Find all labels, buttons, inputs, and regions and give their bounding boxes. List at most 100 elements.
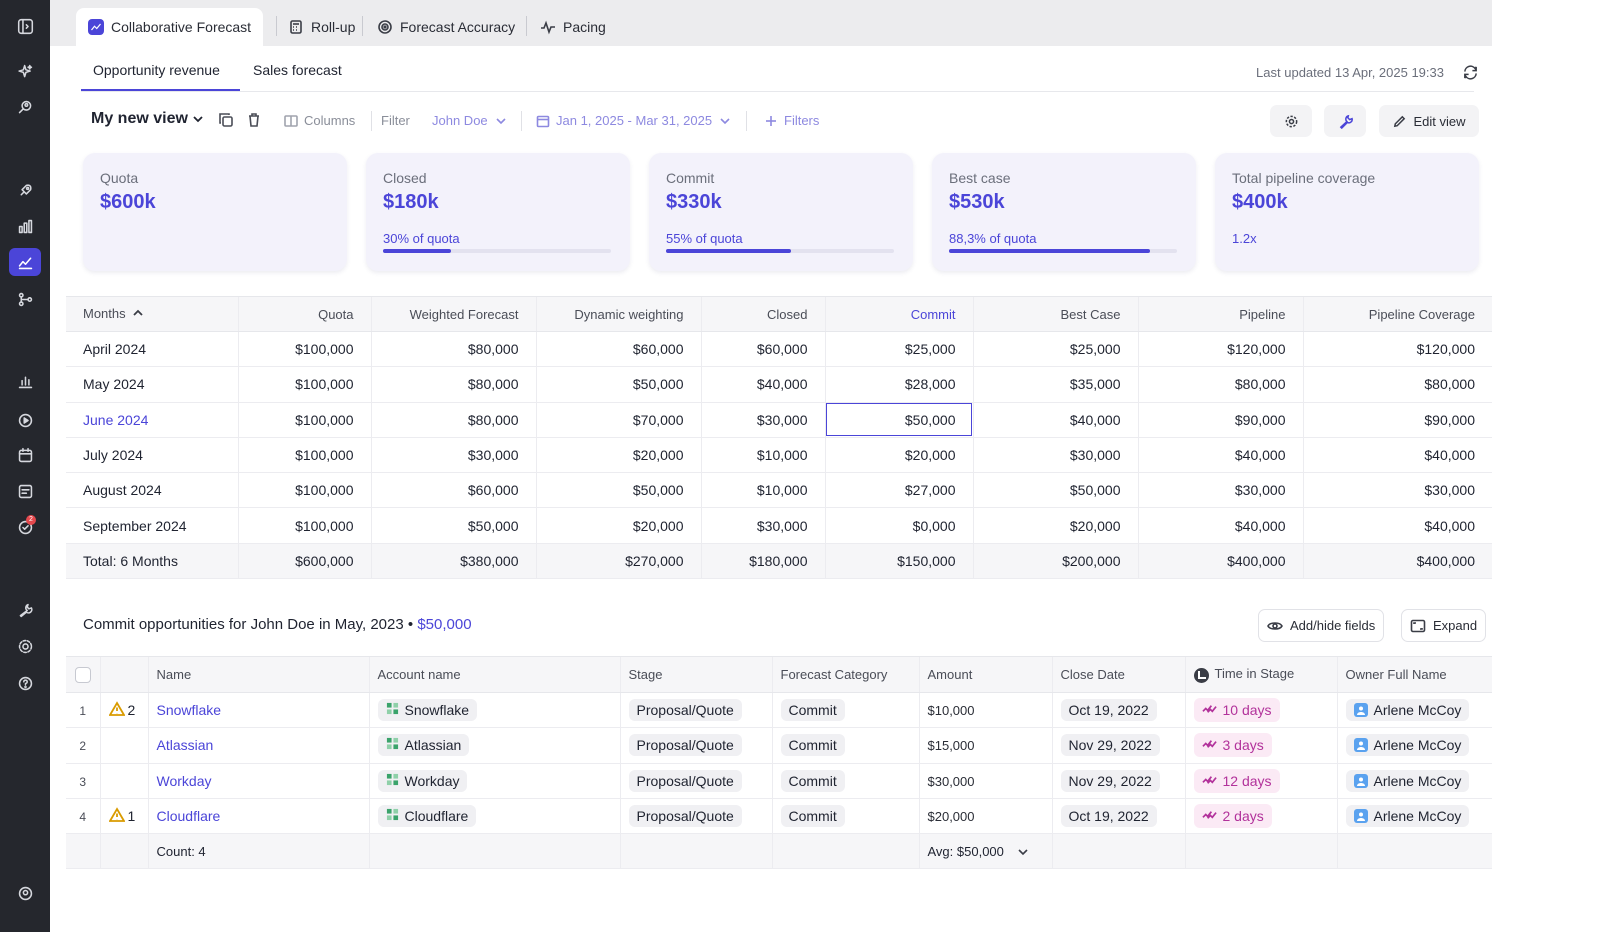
owner-cell[interactable]: Arlene McCoy [1336, 798, 1492, 835]
table-row[interactable]: May 2024 $100,000 $80,000 $50,000 $40,000 $28… [66, 366, 1492, 403]
value-cell[interactable]: $40,000 [700, 366, 825, 403]
panel-toggle-icon[interactable] [9, 12, 41, 40]
edit-view-button[interactable]: Edit view [1379, 105, 1479, 137]
value-cell[interactable]: $40,000 [1302, 507, 1492, 544]
value-cell[interactable]: $100,000 [237, 366, 371, 403]
month-cell[interactable]: June 2024 [66, 402, 238, 438]
value-cell[interactable]: $10,000 [700, 437, 825, 474]
value-cell[interactable]: $20,000 [824, 437, 973, 474]
column-header[interactable]: Closed [700, 296, 825, 332]
time-in-stage-cell[interactable]: 12 days [1184, 763, 1337, 799]
owner-cell[interactable]: Arlene McCoy [1336, 692, 1492, 729]
account-cell[interactable]: Cloudflare [368, 798, 620, 835]
value-cell[interactable]: $40,000 [1302, 437, 1492, 474]
value-cell[interactable]: $100,000 [237, 402, 371, 438]
value-cell[interactable]: $40,000 [1137, 507, 1303, 544]
search-person-icon[interactable] [9, 93, 41, 121]
category-cell[interactable]: Commit [771, 763, 919, 799]
name-cell[interactable]: Atlassian [147, 727, 369, 764]
value-cell[interactable]: $30,000 [1137, 472, 1303, 509]
sparkle-icon[interactable] [9, 57, 41, 85]
value-cell[interactable]: $120,000 [1137, 331, 1303, 368]
stage-cell[interactable]: Proposal/Quote [619, 798, 772, 835]
owner-filter[interactable]: John Doe [432, 113, 508, 128]
value-cell[interactable]: $20,000 [972, 507, 1138, 544]
account-pill[interactable]: Snowflake [377, 699, 478, 722]
category-cell[interactable]: Commit [771, 798, 919, 835]
value-cell[interactable]: $50,000 [535, 366, 701, 403]
table-row[interactable]: July 2024 $100,000 $30,000 $20,000 $10,000 $2… [66, 437, 1492, 474]
amount-cell[interactable]: $10,000 [918, 692, 1052, 729]
column-header[interactable]: Pipeline [1137, 296, 1303, 332]
month-cell[interactable]: April 2024 [66, 331, 238, 368]
category-cell[interactable]: Commit [771, 727, 919, 764]
rocket-icon[interactable] [9, 176, 41, 204]
stage-cell[interactable]: Proposal/Quote [619, 727, 772, 764]
profile-icon[interactable] [9, 879, 41, 907]
refresh-icon[interactable] [1462, 64, 1479, 81]
month-cell[interactable]: August 2024 [66, 472, 238, 509]
value-cell[interactable]: $80,000 [370, 366, 536, 403]
value-cell[interactable]: $30,000 [700, 402, 825, 438]
value-cell[interactable]: $90,000 [1302, 402, 1492, 438]
month-cell[interactable]: May 2024 [66, 366, 238, 403]
name-cell[interactable]: Workday [147, 763, 369, 799]
value-cell[interactable]: $50,000 [972, 472, 1138, 509]
category-cell[interactable]: Commit [771, 692, 919, 729]
value-cell[interactable]: $50,000 [824, 402, 973, 438]
column-header[interactable]: Quota [237, 296, 371, 332]
close-date-cell[interactable]: Nov 29, 2022 [1051, 727, 1185, 764]
settings-button[interactable] [1270, 105, 1312, 137]
value-cell[interactable]: $10,000 [700, 472, 825, 509]
warning-indicator[interactable]: 2 [107, 700, 135, 720]
opportunity-link[interactable]: Workday [156, 772, 212, 789]
value-cell[interactable]: $40,000 [1137, 437, 1303, 474]
table-row[interactable]: 2 Atlassian Atlassian Proposal/Quote Commit $… [66, 727, 1492, 764]
column-header-time-in-stage[interactable]: Time in Stage [1184, 656, 1337, 693]
month-cell[interactable]: September 2024 [66, 507, 238, 544]
add-hide-fields-button[interactable]: Add/hide fields [1258, 609, 1385, 642]
owner-cell[interactable]: Arlene McCoy [1336, 763, 1492, 799]
owner-pill[interactable]: Arlene McCoy [1345, 769, 1470, 792]
account-cell[interactable]: Workday [368, 763, 620, 799]
add-filters-button[interactable]: Filters [764, 113, 819, 128]
value-cell[interactable]: $80,000 [1302, 366, 1492, 403]
close-date-cell[interactable]: Oct 19, 2022 [1051, 692, 1185, 729]
table-row[interactable]: April 2024 $100,000 $80,000 $60,000 $60,000 $… [66, 331, 1492, 368]
value-cell[interactable]: $30,000 [700, 507, 825, 544]
avg-cell[interactable]: Avg: $50,000 [918, 833, 1052, 870]
table-row[interactable]: September 2024 $100,000 $50,000 $20,000 $30,… [66, 507, 1492, 544]
column-header[interactable]: Stage [619, 656, 772, 693]
owner-pill[interactable]: Arlene McCoy [1345, 734, 1470, 757]
time-in-stage-cell[interactable]: 10 days [1184, 692, 1337, 729]
column-header-commit[interactable]: Commit [824, 296, 973, 332]
month-cell[interactable]: July 2024 [66, 437, 238, 474]
account-cell[interactable]: Atlassian [368, 727, 620, 764]
amount-cell[interactable]: $15,000 [918, 727, 1052, 764]
value-cell[interactable]: $30,000 [1302, 472, 1492, 509]
value-cell[interactable]: $25,000 [824, 331, 973, 368]
owner-cell[interactable]: Arlene McCoy [1336, 727, 1492, 764]
amount-cell[interactable]: $30,000 [918, 763, 1052, 799]
trash-icon[interactable] [246, 112, 262, 128]
warning-indicator[interactable]: 1 [107, 806, 135, 826]
chevron-down-icon[interactable] [1017, 847, 1028, 857]
column-header[interactable]: Dynamic weighting [535, 296, 701, 332]
column-header[interactable]: Owner Full Name [1336, 656, 1492, 693]
opportunity-link[interactable]: Cloudflare [156, 808, 221, 825]
bar-chart-icon[interactable] [9, 212, 41, 240]
select-all-checkbox[interactable] [74, 666, 91, 683]
tab-roll-up[interactable]: Roll-up [276, 8, 367, 46]
account-pill[interactable]: Workday [377, 769, 468, 792]
value-cell[interactable]: $27,000 [824, 472, 973, 509]
settings-icon[interactable] [9, 632, 41, 660]
value-cell[interactable]: $100,000 [237, 437, 371, 474]
value-cell[interactable]: $80,000 [1137, 366, 1303, 403]
opportunity-link[interactable]: Snowflake [156, 702, 222, 719]
column-header[interactable]: Weighted Forecast [370, 296, 536, 332]
view-selector[interactable]: My new view [91, 110, 204, 128]
tab-forecast-accuracy[interactable]: Forecast Accuracy [365, 8, 527, 46]
subtab-sales-forecast[interactable]: Sales forecast [253, 62, 342, 78]
value-cell[interactable]: $60,000 [535, 331, 701, 368]
value-cell[interactable]: $40,000 [972, 402, 1138, 438]
